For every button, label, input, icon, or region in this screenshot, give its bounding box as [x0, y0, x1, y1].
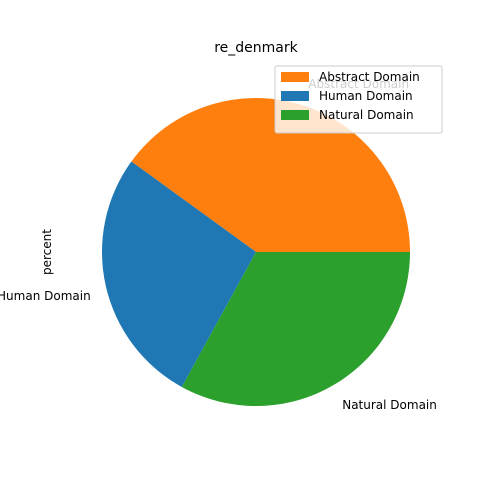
pie-slice-abstract-domain: [131, 98, 410, 252]
legend-swatch-human-domain: [281, 91, 309, 101]
legend-frame: [274, 65, 443, 134]
legend-label-natural-domain: Natural Domain: [319, 108, 414, 122]
legend-label-human-domain: Human Domain: [319, 89, 413, 103]
y-axis-label: percent: [40, 229, 54, 275]
pie-slice-label-human-domain: Human Domain: [0, 289, 91, 303]
legend: Abstract Domain Human Domain Natural Domai…: [274, 65, 443, 134]
pie-slices: [101, 98, 410, 406]
pie-slice-natural-domain: [181, 252, 410, 406]
chart-title: re_denmark: [214, 40, 298, 56]
legend-swatch-abstract-domain: [281, 72, 309, 82]
pie-slice-label-natural-domain: Natural Domain: [342, 398, 437, 412]
legend-label-abstract-domain: Abstract Domain: [319, 70, 420, 84]
legend-entries: Abstract Domain Human Domain Natural Domai…: [281, 70, 420, 122]
pie-slice-human-domain: [101, 161, 257, 387]
legend-swatch-natural-domain: [281, 110, 309, 120]
